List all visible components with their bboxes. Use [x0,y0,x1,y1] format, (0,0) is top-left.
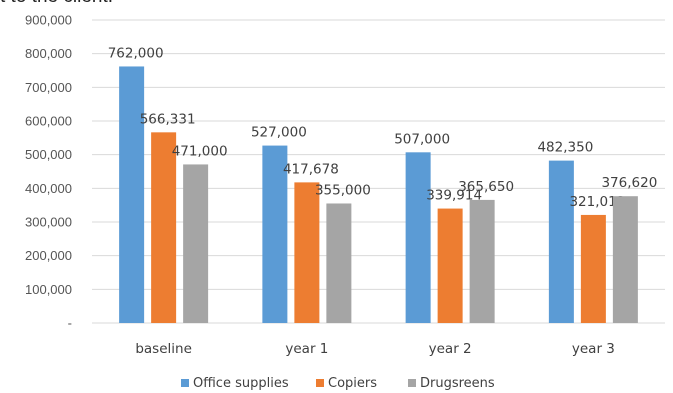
x-category-label: year 2 [429,341,472,357]
bar-copiers [437,208,463,323]
data-label: 365,650 [458,179,514,195]
data-label: 507,000 [394,131,450,147]
y-tick-label: 500,000 [25,147,72,162]
data-label: 339,914 [426,188,482,204]
data-label: 417,678 [283,161,339,177]
x-category-label: year 1 [285,341,328,357]
data-label: 527,000 [251,125,307,141]
y-tick-label: 200,000 [25,248,72,263]
legend-swatch-office-supplies [181,379,189,387]
y-tick-label: - [68,316,72,331]
y-tick-label: 400,000 [25,181,72,196]
y-tick-label: 700,000 [25,80,72,95]
data-label: 762,000 [108,45,164,61]
bar-copiers [580,214,606,323]
bar-drugsreens [183,164,209,323]
y-tick-label: 900,000 [25,13,72,28]
data-label: 482,350 [537,140,593,156]
header-partial-text: t to the client. [0,0,113,8]
legend-label: Drugsreens [420,376,495,391]
data-label: 566,331 [140,111,196,127]
y-tick-label: 300,000 [25,215,72,230]
y-tick-label: 100,000 [25,282,72,297]
data-label: 471,000 [172,143,228,159]
y-tick-label: 600,000 [25,114,72,129]
legend-swatch-copiers [316,379,324,387]
bar-drugsreens [612,196,638,323]
data-label: 355,000 [315,182,371,198]
legend-swatch-drugsreens [408,379,416,387]
bar-office-supplies [262,145,288,323]
bar-office-supplies [548,160,574,323]
bar-copiers [294,182,320,323]
bar-drugsreens [326,203,352,323]
data-label: 321,012 [569,194,625,210]
legend-label: Copiers [328,376,377,391]
x-category-label: year 3 [572,341,615,357]
x-category-label: baseline [135,341,192,357]
legend-label: Office supplies [193,376,289,391]
bar-office-supplies [119,66,145,324]
bar-drugsreens [469,199,495,323]
y-tick-label: 800,000 [25,46,72,61]
bar-office-supplies [405,152,431,323]
data-label: 376,620 [601,175,657,191]
bar-copiers [151,132,177,323]
